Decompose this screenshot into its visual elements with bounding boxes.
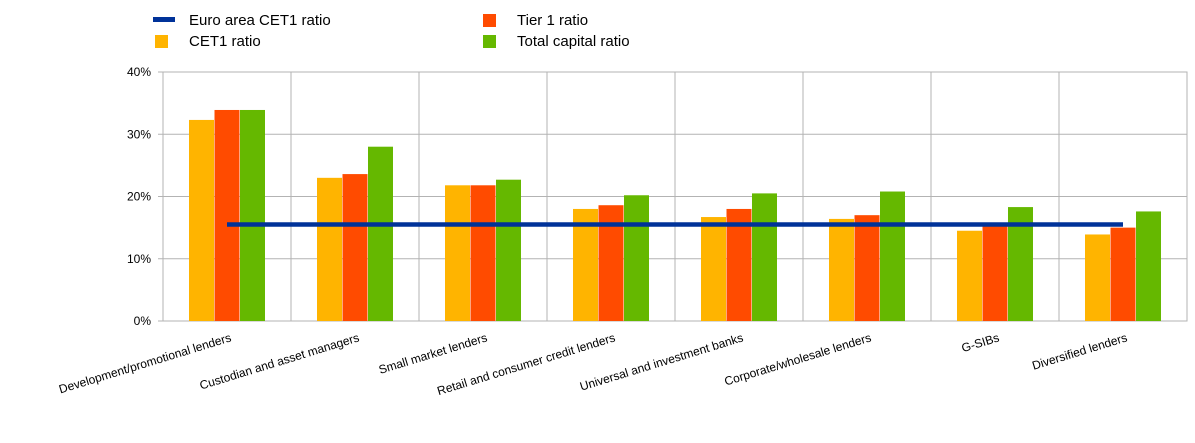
bar [701,217,726,321]
x-category-label: Diversified lenders [1030,330,1128,372]
bar [240,109,265,321]
legend-label: Tier 1 ratio [517,12,588,29]
y-tick-label: 30% [127,127,151,141]
legend-label: Total capital ratio [517,33,630,50]
bar [624,195,649,321]
bar [726,208,752,321]
y-tick-label: 0% [134,314,152,328]
y-tick-label: 40% [127,65,151,79]
bar [829,218,854,321]
bar [1110,227,1136,321]
legend-swatch-line [153,17,175,22]
bar [368,146,393,321]
legend-label: Euro area CET1 ratio [189,12,331,29]
legend-label: CET1 ratio [189,33,261,50]
grid [162,71,1188,322]
bar [342,174,368,321]
x-category-label: Corporate/wholesale lenders [723,330,873,388]
bar [982,224,1008,321]
bar [573,208,598,321]
y-tick-label: 20% [127,190,151,204]
x-category-label: Small market lenders [377,330,489,376]
x-category-label: G-SIBs [960,330,1001,355]
bar [445,185,470,321]
bar [317,177,342,321]
bar [854,215,880,321]
bar [1085,234,1110,321]
legend-swatch [483,35,496,48]
bar [957,230,982,321]
bar [1136,211,1161,321]
bar [214,109,240,321]
bar [470,185,496,321]
legend-swatch [483,14,496,27]
legend: Euro area CET1 ratio CET1 ratio Tier 1 rat… [153,12,630,50]
bar [189,119,214,322]
y-tick-label: 10% [127,252,151,266]
bar [496,179,521,321]
legend-swatch [155,35,168,48]
bar [752,193,777,321]
bar [880,191,905,321]
